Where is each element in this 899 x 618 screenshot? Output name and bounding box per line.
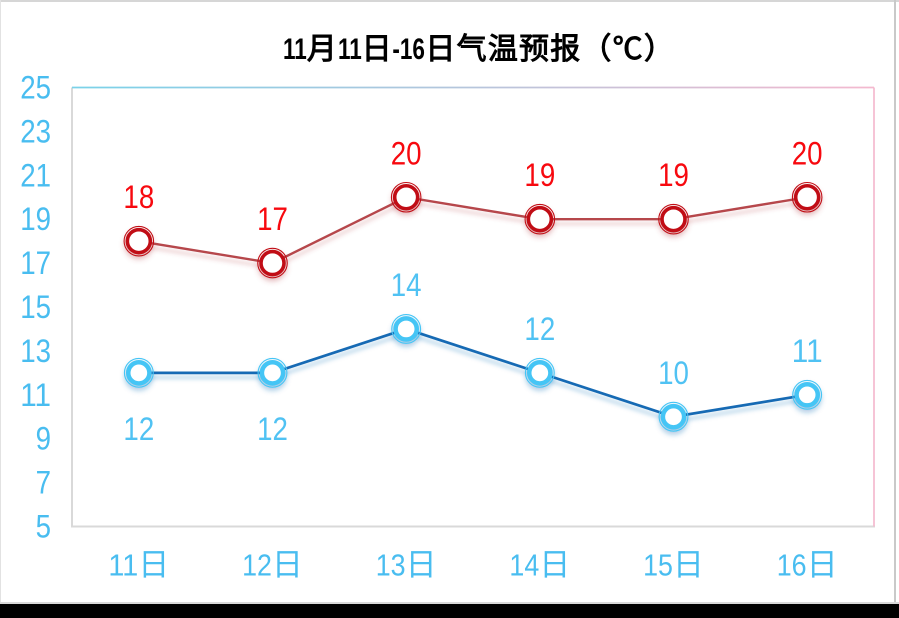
x-axis-label-4-text: 日: [673, 548, 704, 583]
y-axis-label-23: 23: [20, 113, 51, 149]
marker-outer-ring: [791, 181, 823, 213]
plot-border: [71, 86, 875, 528]
marker-high-temperature-2: [390, 181, 422, 213]
series-low-temperature: 12 12 14 12 10 11: [123, 267, 822, 447]
marker-low-temperature-2: [391, 314, 422, 344]
marker-ring: [660, 403, 687, 430]
x-axis-label-3-text: 14: [509, 548, 539, 583]
marker-high-temperature-3: [524, 203, 556, 235]
y-axis-label-15: 15: [20, 289, 51, 325]
series-high-temperature: 18 17 20 19 19 20: [123, 135, 823, 279]
x-axis-label-0: 11 日: [108, 548, 169, 583]
marker-ring: [125, 360, 152, 386]
x-axis-label-2: 13 日: [376, 548, 437, 583]
marker-high-temperature-0: [123, 225, 155, 257]
x-axis-label-1-text: 12: [242, 548, 272, 583]
data-label-low-temperature-2: 14: [391, 267, 422, 303]
x-axis-label-5-text: 日: [807, 548, 838, 583]
x-axis-label-2-text: 日: [406, 548, 437, 583]
chart-title-run: 11: [337, 33, 362, 66]
window-bottom-border: [0, 602, 899, 604]
chart-title-run: 日: [361, 33, 393, 66]
marker-outer-ring: [123, 225, 155, 257]
marker-outer-ring: [524, 203, 556, 235]
y-axis-label-11: 11: [20, 377, 51, 413]
marker-outer-ring: [257, 247, 288, 279]
x-axis-label-5-text: 16: [777, 548, 807, 583]
marker-low-temperature-5: [792, 379, 823, 410]
data-label-low-temperature-4: 10: [658, 355, 689, 391]
marker-outer-ring: [524, 357, 555, 388]
y-axis-labels: 5 7 9 11 13 15 17 19 21 23 25: [20, 70, 51, 545]
window-right-border: [894, 0, 896, 618]
y-axis-label-7: 7: [36, 465, 51, 501]
marker-ring: [526, 360, 553, 386]
marker-low-temperature-3: [524, 357, 555, 388]
y-axis-label-21: 21: [20, 157, 51, 193]
x-axis-label-0-text: 日: [138, 548, 169, 583]
y-axis-label-13: 13: [20, 333, 51, 369]
data-label-high-temperature-1: 17: [257, 201, 288, 237]
y-axis-label-9: 9: [36, 421, 51, 457]
data-label-high-temperature-0: 18: [123, 179, 154, 215]
y-axis-label-25: 25: [20, 70, 51, 106]
marker-ring: [259, 249, 286, 277]
chart-title-run: 月: [306, 33, 338, 66]
x-axis-label-3-text: 日: [539, 548, 570, 583]
series-line-high-temperature: [138, 196, 808, 265]
marker-outer-ring: [658, 203, 689, 235]
marker-ring: [125, 227, 153, 255]
chart-title-run: 11: [282, 33, 307, 66]
marker-low-temperature-4: [658, 401, 689, 432]
x-axis-label-1: 12 日: [242, 548, 303, 583]
data-label-low-temperature-5: 11: [792, 333, 823, 369]
marker-outer-ring: [391, 314, 422, 344]
data-label-low-temperature-1: 12: [257, 411, 288, 447]
x-axis-label-5: 16 日: [777, 548, 838, 583]
data-label-high-temperature-2: 20: [391, 135, 422, 171]
x-axis-label-2-text: 13: [376, 548, 406, 583]
window-left-border: [0, 0, 1, 604]
marker-ring: [259, 360, 286, 386]
marker-low-temperature-1: [257, 357, 288, 388]
data-label-high-temperature-4: 19: [658, 157, 689, 193]
x-axis-label-3: 14 日: [509, 548, 570, 583]
taskbar: [0, 604, 899, 618]
marker-outer-ring: [390, 181, 422, 213]
data-label-high-temperature-5: 20: [792, 135, 823, 171]
y-axis-label-19: 19: [20, 201, 51, 237]
marker-ring: [392, 183, 420, 211]
marker-high-temperature-5: [791, 181, 823, 213]
marker-ring: [794, 381, 821, 408]
marker-outer-ring: [658, 401, 689, 432]
x-axis-label-4-text: 15: [643, 548, 673, 583]
marker-high-temperature-4: [658, 203, 689, 235]
chart-title-run: 日气温预报（℃）: [425, 33, 676, 66]
marker-ring: [526, 205, 554, 233]
marker-ring: [660, 205, 687, 233]
data-label-low-temperature-0: 12: [123, 411, 154, 447]
x-axis-label-1-text: 日: [272, 548, 303, 583]
marker-outer-ring: [257, 357, 288, 388]
marker-ring: [793, 183, 821, 211]
marker-outer-ring: [123, 357, 154, 388]
series-line-low-temperature: [138, 327, 808, 419]
data-label-high-temperature-3: 19: [524, 157, 555, 193]
y-axis-label-5: 5: [36, 509, 51, 545]
data-label-low-temperature-3: 12: [524, 311, 555, 347]
x-axis-label-4: 15 日: [643, 548, 704, 583]
marker-high-temperature-1: [257, 247, 288, 279]
marker-low-temperature-0: [123, 357, 154, 388]
marker-outer-ring: [792, 379, 823, 410]
window-top-border: [0, 0, 899, 2]
marker-ring: [393, 316, 420, 342]
chart-title-run: -16: [392, 33, 426, 66]
x-axis-label-0-text: 11: [108, 548, 138, 583]
chart-title: 11月11日-16日气温预报（℃）: [78, 32, 880, 68]
x-axis-labels: 11 日 12 日 13 日 14 日 15 日 16 日: [108, 548, 837, 583]
y-axis-label-17: 17: [20, 245, 51, 281]
